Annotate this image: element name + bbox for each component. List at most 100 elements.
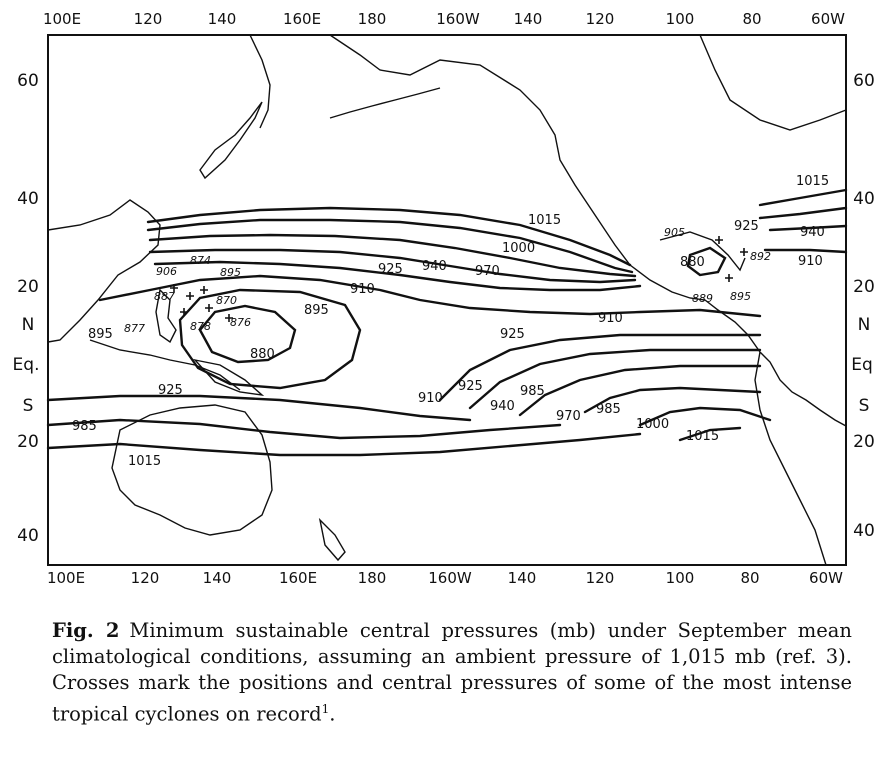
contour-1015-south <box>46 432 642 457</box>
contour-985-south <box>46 418 562 440</box>
right-lat-label: N <box>858 315 871 335</box>
left-lat-label: S <box>23 396 34 416</box>
contour-label: 1015 <box>796 174 829 189</box>
bottom-lon-label: 140 <box>203 569 232 587</box>
right-lat-label: Eq <box>851 355 873 375</box>
contour-label: 1015 <box>528 213 561 228</box>
contour-label: 1015 <box>128 454 161 469</box>
left-lat-label: 40 <box>17 526 39 546</box>
contour-1015-equator <box>678 426 742 442</box>
bottom-lon-label: 80 <box>740 569 759 587</box>
asia-coast <box>47 199 161 343</box>
florida-coast <box>659 231 746 272</box>
contour-atlantic-940 <box>758 206 848 220</box>
contour-label: 895 <box>88 327 113 342</box>
contour-1015-north <box>146 206 632 267</box>
contour-label: 925 <box>500 327 525 342</box>
map-svg: 100E 120 140 160E 180 160W 140 120 100 8… <box>13 10 875 587</box>
cross-icon <box>225 314 233 322</box>
bottom-lon-label: 120 <box>131 569 160 587</box>
right-lat-label: 60 <box>853 71 875 91</box>
cross-icon <box>205 304 213 312</box>
storm-pressure-label: 870 <box>216 294 237 307</box>
left-latitude-axis: 60 40 20 N Eq. S 20 40 <box>13 71 40 546</box>
contour-label: 895 <box>304 303 329 318</box>
caption-end: . <box>329 702 336 726</box>
contour-label: 985 <box>596 402 621 417</box>
top-lon-label: 160E <box>283 10 321 28</box>
japan-coast <box>199 101 263 180</box>
figure-number: Fig. 2 <box>52 619 120 642</box>
contour-940-north <box>148 248 637 284</box>
contour-925-equator <box>438 333 762 402</box>
figure-caption: Fig. 2 Minimum sustainable central pressu… <box>52 618 852 728</box>
contour-label: 910 <box>418 391 443 406</box>
storm-pressure-label: 876 <box>230 316 251 329</box>
storm-pressure-label: 895 <box>730 290 751 303</box>
contour-label: 1000 <box>502 241 535 256</box>
bottom-lon-label: 120 <box>586 569 615 587</box>
contour-970-north <box>148 233 637 278</box>
cross-icon <box>740 248 748 256</box>
top-lon-label: 140 <box>514 10 543 28</box>
contour-label: 925 <box>734 219 759 234</box>
australia-coast <box>111 404 273 536</box>
north-america-east-coast <box>699 34 847 131</box>
contour-985-equator <box>583 386 762 414</box>
pressure-contours <box>46 188 848 457</box>
contour-895-loop <box>178 288 362 390</box>
top-lon-label: 160W <box>436 10 480 28</box>
storm-pressure-label: 887 <box>154 290 175 303</box>
contour-label: 880 <box>680 255 705 270</box>
storm-pressure-label: 892 <box>750 250 771 263</box>
bottom-lon-label: 100 <box>666 569 695 587</box>
bottom-lon-label: 100E <box>47 569 85 587</box>
right-lat-label: S <box>859 396 870 416</box>
bottom-lon-label: 140 <box>508 569 537 587</box>
contour-label: 940 <box>490 399 515 414</box>
gulf-coast <box>629 264 761 353</box>
contour-label: 925 <box>158 383 183 398</box>
bottom-lon-label: 60W <box>809 569 843 587</box>
reference-superscript: 1 <box>321 702 330 716</box>
aleutian-coast <box>329 87 441 119</box>
cross-icon <box>180 308 188 316</box>
south-america-west-coast <box>754 351 827 566</box>
contour-label: 970 <box>556 409 581 424</box>
contour-925-north <box>153 260 642 292</box>
contour-atlantic-910 <box>763 248 848 254</box>
coastlines <box>47 34 847 566</box>
storm-pressure-label: 895 <box>220 266 241 279</box>
contour-940-equator <box>468 348 762 410</box>
contour-label: 970 <box>475 264 500 279</box>
map-frame <box>47 34 847 566</box>
top-lon-label: 80 <box>742 10 761 28</box>
contour-970-equator <box>518 364 762 417</box>
right-lat-label: 20 <box>853 277 875 297</box>
cross-icon <box>186 292 194 300</box>
caption-text: Minimum sustainable central pressures (m… <box>52 619 852 726</box>
bottom-lon-label: 160E <box>279 569 317 587</box>
new-guinea-coast <box>193 358 265 397</box>
cross-icon <box>170 284 178 292</box>
contour-label: 1015 <box>686 429 719 444</box>
new-zealand-coast <box>318 517 346 562</box>
south-america-coast <box>759 351 847 427</box>
contour-925-south <box>46 394 472 422</box>
bottom-longitude-axis: 100E 120 140 160E 180 160W 140 120 100 8… <box>47 569 843 587</box>
contour-label: 925 <box>378 262 403 277</box>
right-lat-label: 40 <box>853 189 875 209</box>
top-lon-label: 120 <box>586 10 615 28</box>
top-lon-label: 180 <box>358 10 387 28</box>
cross-icon <box>200 286 208 294</box>
contour-label: 1000 <box>636 417 669 432</box>
kamchatka-coast <box>249 34 271 129</box>
storm-pressure-label: 874 <box>190 254 211 267</box>
cross-icon <box>715 236 723 244</box>
contour-880-loop <box>198 304 297 364</box>
contour-910 <box>98 274 762 318</box>
top-lon-label: 100E <box>43 10 81 28</box>
contour-caribbean-880 <box>686 246 727 277</box>
left-lat-label: Eq. <box>13 355 40 375</box>
contour-label: 905 <box>664 226 685 239</box>
